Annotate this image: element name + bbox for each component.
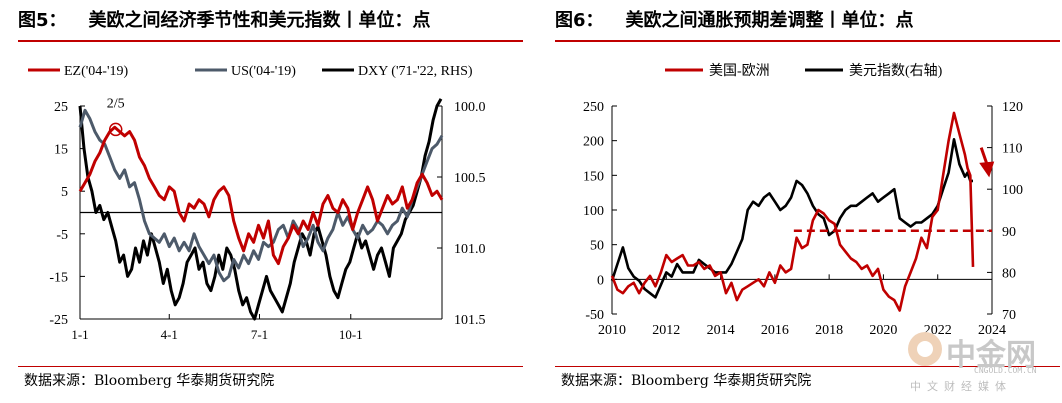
legend-label: 美元指数(右轴) — [849, 63, 943, 79]
x-tick-label: 2024 — [978, 323, 1006, 338]
y-tick-label-left: 100 — [583, 204, 604, 219]
legend-label: US('04-'19) — [231, 64, 296, 79]
y-tick-label-left: 5 — [61, 185, 68, 200]
y-tick-label-left: -25 — [49, 313, 68, 328]
y-tick-label-right: 100.5 — [454, 171, 486, 186]
source-rule — [18, 366, 523, 367]
y-tick-label-right: 70 — [1002, 308, 1016, 323]
series-line-us-eu-gap — [610, 111, 975, 312]
x-tick-label: 2014 — [707, 323, 735, 338]
y-tick-label-left: 50 — [590, 239, 604, 254]
series-line-dxy — [610, 138, 973, 299]
legend-label: DXY ('71-'22, RHS) — [358, 64, 473, 79]
series-line-ez — [78, 125, 444, 266]
trend-arrow-head — [979, 161, 995, 178]
y-tick-label-right: 110 — [1002, 142, 1022, 157]
y-tick-label-left: 0 — [597, 273, 604, 288]
x-tick-label: 2020 — [869, 323, 897, 338]
x-tick-label: 2012 — [652, 323, 680, 338]
y-tick-label-left: -15 — [49, 270, 68, 285]
y-tick-label-right: 100.0 — [454, 100, 486, 115]
y-tick-label-left: 15 — [54, 143, 68, 158]
chart-title: 图5： 美欧之间经济季节性和美元指数丨单位：点 — [18, 6, 431, 32]
y-tick-label-right: 101.5 — [454, 313, 486, 328]
title-rule — [18, 40, 523, 42]
seasonality-chart: EZ('04-'19) US('04-'19) DXY ('71-'22, RHS)… — [28, 64, 486, 342]
x-tick-label: 2018 — [815, 323, 843, 338]
logo-icon — [908, 332, 942, 366]
y-tick-label-left: 150 — [583, 169, 604, 184]
y-tick-label-left: -5 — [56, 228, 68, 243]
y-tick-label-right: 120 — [1002, 100, 1023, 115]
y-tick-label-left: 200 — [583, 135, 604, 150]
series-line-us — [78, 108, 444, 283]
chart-title: 图6： 美欧之间通胀预期差调整丨单位：点 — [555, 6, 914, 32]
figure-caption: 美欧之间通胀预期差调整丨单位：点 — [625, 10, 914, 31]
figure-caption: 美欧之间经济季节性和美元指数丨单位：点 — [88, 10, 431, 31]
inflation-gap-chart: 美国-欧洲 美元指数(右轴) 250 200 150 100 50 0 -50 120 110 10… — [583, 63, 1023, 338]
chart-panel-seasonality: 图5： 美欧之间经济季节性和美元指数丨单位：点 EZ('04-'19) US('04… — [10, 0, 525, 403]
y-tick-label-right: 100 — [1002, 183, 1023, 198]
series-line-dxy — [78, 98, 443, 321]
figure-number: 图5： — [18, 10, 67, 31]
trend-arrow-shaft — [979, 147, 989, 166]
y-tick-label-left: 250 — [583, 100, 604, 115]
legend-label: 美国-欧洲 — [709, 63, 770, 79]
annotation-label: 2/5 — [107, 96, 125, 111]
chart-panel-inflation-gap: 图6： 美欧之间通胀预期差调整丨单位：点 美国-欧洲 美元指数(右轴) 250 200… — [547, 0, 1062, 403]
x-tick-label: 7-1 — [251, 327, 268, 342]
watermark-logo: 中金网 CNGOLD.COM.CN 中文财经媒体 — [902, 330, 1062, 403]
y-tick-label-right: 101.0 — [454, 242, 486, 257]
figure-number: 图6： — [555, 10, 604, 31]
data-source: 数据来源：Bloomberg 华泰期货研究院 — [24, 373, 275, 389]
annotation-marker — [108, 122, 123, 137]
y-tick-label-left: -50 — [585, 308, 604, 323]
data-source: 数据来源：Bloomberg 华泰期货研究院 — [561, 373, 812, 389]
x-tick-label: 1-1 — [71, 327, 88, 342]
x-tick-label: 2016 — [761, 323, 789, 338]
y-tick-label-right: 80 — [1002, 266, 1016, 281]
y-tick-label-left: 25 — [54, 100, 68, 115]
title-rule — [555, 40, 1060, 42]
y-tick-label-right: 90 — [1002, 225, 1016, 240]
source-rule — [555, 366, 1060, 367]
x-tick-label: 2010 — [598, 323, 626, 338]
legend-label: EZ('04-'19) — [64, 64, 128, 79]
x-tick-label: 4-1 — [161, 327, 178, 342]
x-tick-label: 10-1 — [339, 327, 363, 342]
